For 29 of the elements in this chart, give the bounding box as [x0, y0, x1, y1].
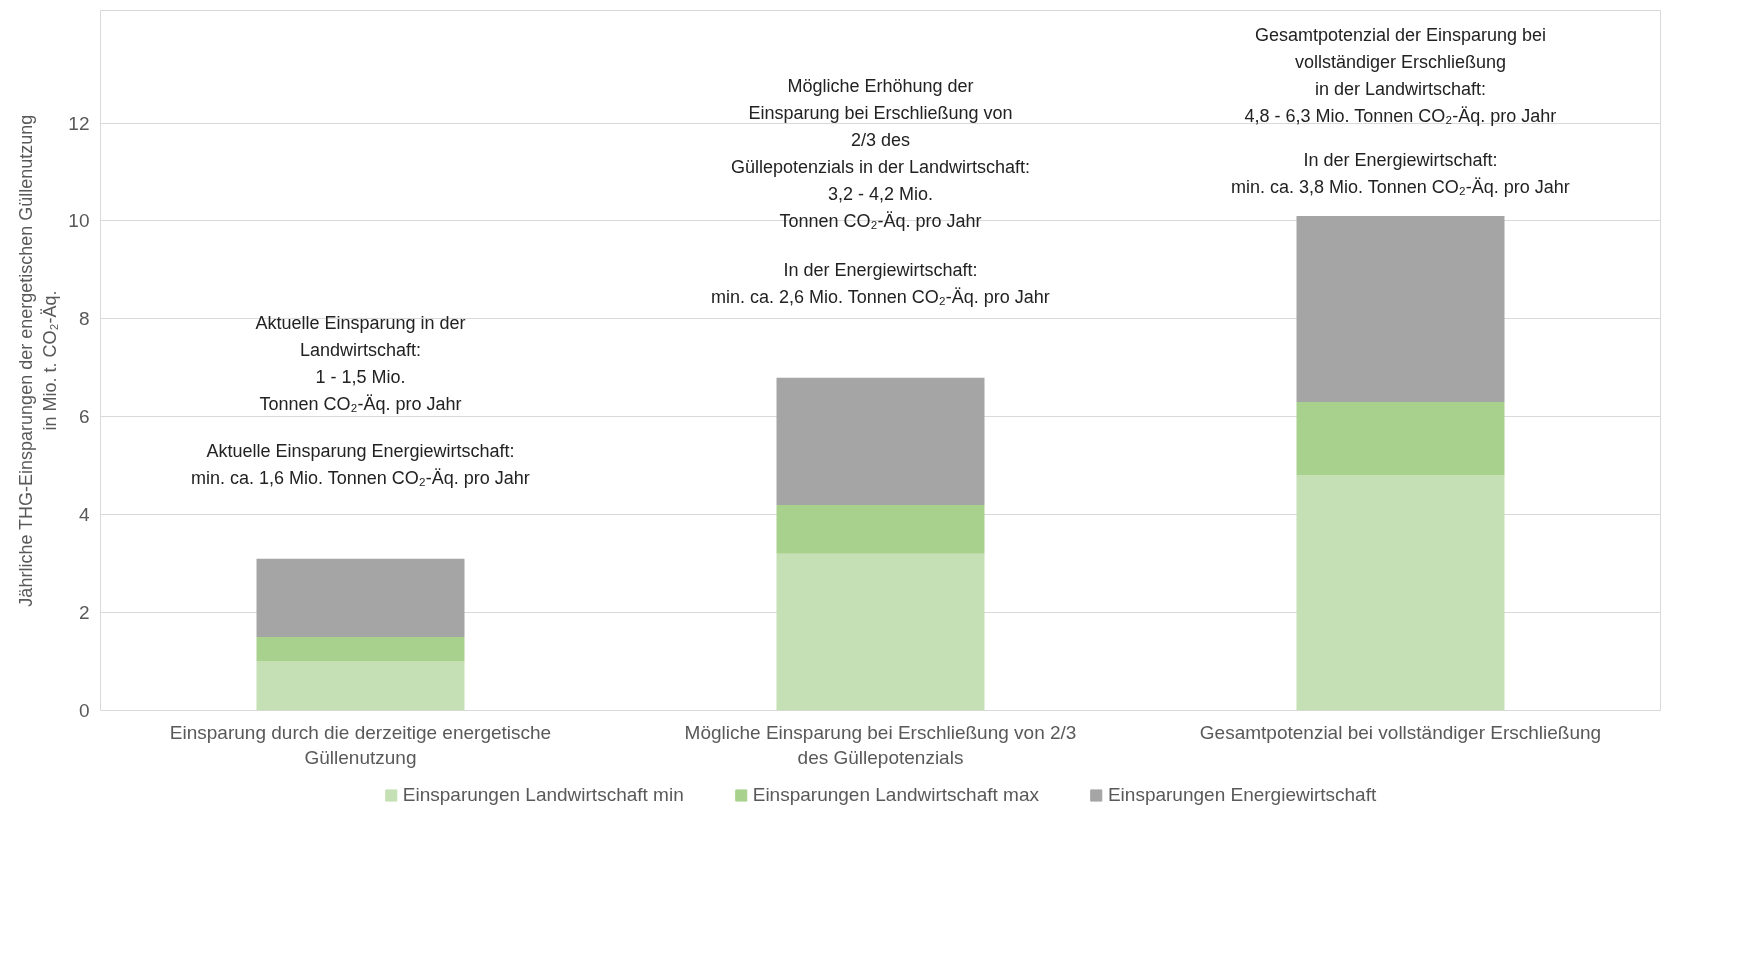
bar: [256, 661, 465, 711]
x-tick-label: Mögliche Einsparung bei Erschließung von 2/3 des Güllepotenzials: [684, 721, 1077, 768]
annotation: Mögliche Erhöhung der Einsparung bei Erschließung von 2/3 des Güllepotenzials in der Landwirtschaft: 3,2 - 4,2 Mio. Tonnen CO₂-Äq. pro Jahr: [730, 75, 1031, 231]
bar: [1296, 402, 1505, 476]
y-tick-label: 0: [78, 700, 90, 721]
bar: [1296, 475, 1505, 711]
bar: [256, 637, 465, 662]
legend-label: Einsparungen Landwirtschaft min: [402, 784, 684, 806]
x-tick-label: Einsparung durch die derzeitige energetische Güllenutzung: [169, 721, 552, 768]
legend-label: Einsparungen Landwirtschaft max: [752, 784, 1039, 806]
bar: [776, 553, 985, 711]
bar: [776, 377, 985, 505]
legend-label: Einsparungen Energiewirtschaft: [1107, 784, 1377, 806]
bar: [1296, 216, 1505, 403]
annotation: Aktuelle Einsparung in der Landwirtschaft: 1 - 1,5 Mio. Tonnen CO₂-Äq. pro Jahr: [255, 313, 466, 415]
y-tick-label: 6: [78, 406, 90, 428]
annotation: In der Energiewirtschaft: min. ca. 2,6 Mio. Tonnen CO₂-Äq. pro Jahr: [710, 259, 1050, 307]
bar: [776, 504, 985, 554]
annotation: Aktuelle Einsparung Energiewirtschaft: min. ca. 1,6 Mio. Tonnen CO₂-Äq. pro Jahr: [190, 440, 530, 488]
annotation: Gesamtpotenzial der Einsparung bei vollständiger Erschließung in der Landwirtschaft: 4,8 - 6,3 Mio. Tonnen CO₂-Äq. pro Jahr: [1244, 24, 1557, 126]
y-axis-title: Jährliche THG-Einsparungen der energetischen Güllenutzung in Mio. t. CO₂-Äq.: [16, 114, 61, 607]
y-tick-label: 2: [78, 602, 90, 624]
y-tick-label: 4: [78, 504, 90, 526]
annotation: In der Energiewirtschaft: min. ca. 3,8 Mio. Tonnen CO₂-Äq. pro Jahr: [1230, 149, 1570, 197]
bar: [256, 558, 465, 638]
y-tick-label: 8: [78, 308, 90, 330]
y-tick-label: 10: [68, 210, 90, 232]
x-tick-label: Gesamtpotenzial bei vollständiger Erschließung: [1199, 721, 1602, 743]
y-tick-label: 12: [68, 112, 90, 134]
